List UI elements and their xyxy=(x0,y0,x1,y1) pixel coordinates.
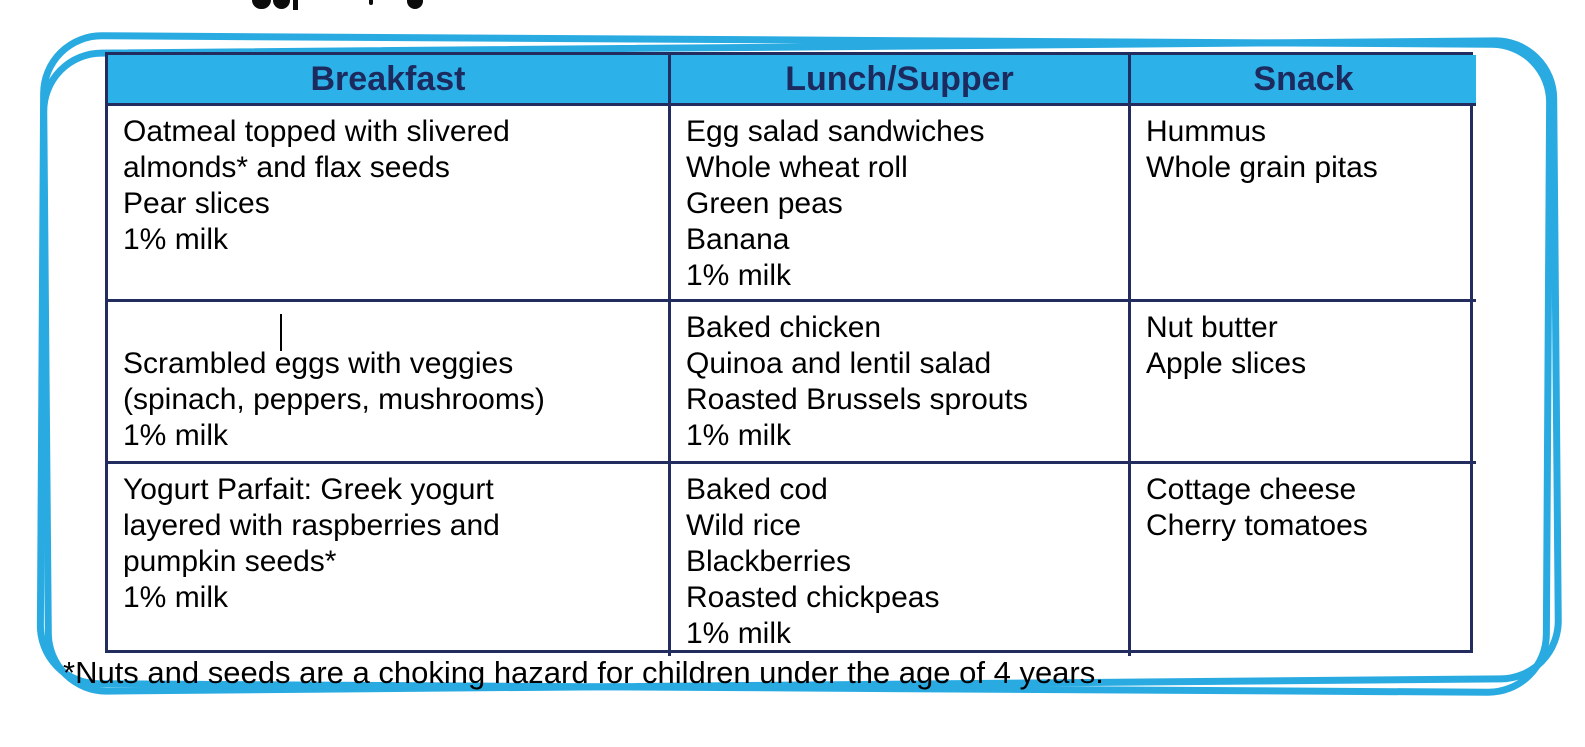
cell-row3-snack[interactable]: Cottage cheese Cherry tomatoes xyxy=(1146,473,1368,542)
cropped-text-descender xyxy=(369,0,373,5)
cell-row2-breakfast[interactable]: Scrambled eggs with veggies (spinach, pe… xyxy=(108,302,671,464)
meal-plan-table: Breakfast Lunch/Supper Snack Oatmeal top… xyxy=(105,52,1476,656)
column-header-breakfast[interactable]: Breakfast xyxy=(108,55,671,106)
cell-row1-lunch-supper[interactable]: Egg salad sandwiches Whole wheat roll Gr… xyxy=(671,106,1131,302)
column-header-lunch-supper[interactable]: Lunch/Supper xyxy=(671,55,1131,106)
cropped-text-descender xyxy=(252,0,271,9)
text-cursor xyxy=(280,314,282,351)
cell-row1-snack[interactable]: Hummus Whole grain pitas xyxy=(1131,106,1476,302)
cropped-text-descender xyxy=(293,0,298,10)
cell-row3-lunch-supper[interactable]: Baked cod Wild rice Blackberries Roasted… xyxy=(671,464,1131,656)
cell-row3-breakfast[interactable]: Yogurt Parfait: Greek yogurt layered wit… xyxy=(108,464,671,656)
cell-row1-breakfast[interactable]: Oatmeal topped with slivered almonds* an… xyxy=(108,106,671,302)
cropped-text-descender xyxy=(407,0,423,9)
cell-row2-snack[interactable]: Nut butter Apple slices xyxy=(1131,302,1476,464)
column-header-snack[interactable]: Snack xyxy=(1131,55,1476,106)
choking-hazard-footnote: *Nuts and seeds are a choking hazard for… xyxy=(63,655,1104,690)
cell-row2-lunch-supper[interactable]: Baked chicken Quinoa and lentil salad Ro… xyxy=(671,302,1131,464)
cell-text: Scrambled eggs with veggies (spinach, pe… xyxy=(123,347,545,452)
cropped-text-descender xyxy=(273,0,290,9)
